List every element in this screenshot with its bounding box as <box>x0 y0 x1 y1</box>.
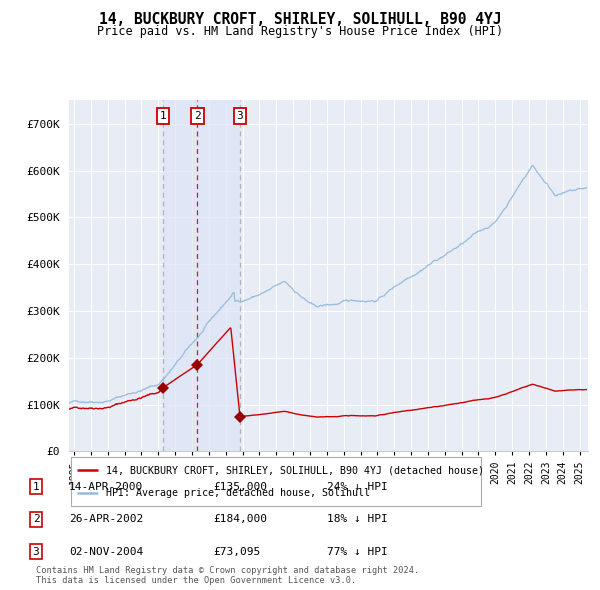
Text: 2: 2 <box>32 514 40 524</box>
Text: Contains HM Land Registry data © Crown copyright and database right 2024.
This d: Contains HM Land Registry data © Crown c… <box>36 566 419 585</box>
Text: £184,000: £184,000 <box>213 514 267 524</box>
Text: 14-APR-2000: 14-APR-2000 <box>69 482 143 491</box>
Text: 2: 2 <box>194 111 201 121</box>
Text: 26-APR-2002: 26-APR-2002 <box>69 514 143 524</box>
Text: HPI: Average price, detached house, Solihull: HPI: Average price, detached house, Soli… <box>106 488 370 498</box>
Text: £73,095: £73,095 <box>213 547 260 556</box>
Text: 3: 3 <box>236 111 243 121</box>
Text: 1: 1 <box>32 482 40 491</box>
Text: 14, BUCKBURY CROFT, SHIRLEY, SOLIHULL, B90 4YJ (detached house): 14, BUCKBURY CROFT, SHIRLEY, SOLIHULL, B… <box>106 465 484 475</box>
Text: 1: 1 <box>160 111 167 121</box>
Text: £135,000: £135,000 <box>213 482 267 491</box>
Text: 3: 3 <box>32 547 40 556</box>
Text: 24% ↓ HPI: 24% ↓ HPI <box>327 482 388 491</box>
Text: 77% ↓ HPI: 77% ↓ HPI <box>327 547 388 556</box>
Text: 14, BUCKBURY CROFT, SHIRLEY, SOLIHULL, B90 4YJ: 14, BUCKBURY CROFT, SHIRLEY, SOLIHULL, B… <box>99 12 501 27</box>
FancyBboxPatch shape <box>71 457 481 506</box>
Bar <box>163 100 241 451</box>
Text: Price paid vs. HM Land Registry's House Price Index (HPI): Price paid vs. HM Land Registry's House … <box>97 25 503 38</box>
Text: 02-NOV-2004: 02-NOV-2004 <box>69 547 143 556</box>
Text: 18% ↓ HPI: 18% ↓ HPI <box>327 514 388 524</box>
